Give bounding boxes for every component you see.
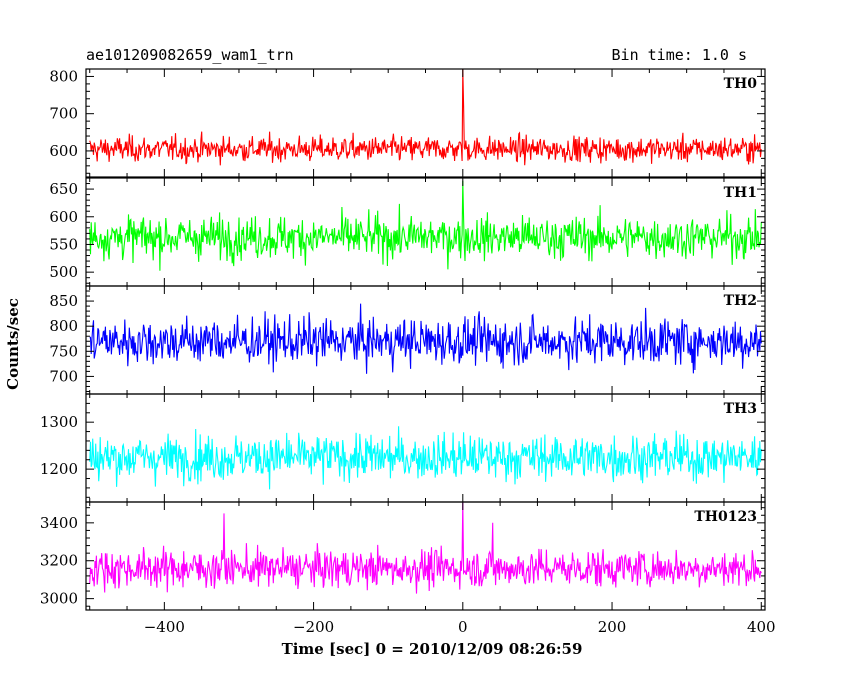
- series-line-th0: [89, 69, 762, 166]
- series-line-th1: [89, 180, 762, 271]
- panel-label-th3: TH3: [724, 401, 757, 417]
- x-tick-label: 200: [598, 618, 627, 636]
- bin-time-label: Bin time: 1.0 s: [612, 46, 747, 64]
- y-tick-label: 1200: [40, 460, 78, 478]
- object-name: ae101209082659_wam1_trn: [86, 46, 294, 64]
- panel-label-th2: TH2: [724, 293, 757, 309]
- panel-frame: [85, 68, 766, 178]
- series-line-th0123: [89, 502, 762, 594]
- x-tick-label: −200: [293, 618, 334, 636]
- y-tick-label: 800: [49, 67, 78, 85]
- y-tick-label: 3200: [40, 552, 78, 570]
- series-line-th2: [89, 303, 762, 374]
- panel-label-th0123: TH0123: [694, 509, 757, 525]
- x-tick-label: 400: [747, 618, 776, 636]
- panel-label-th1: TH1: [724, 185, 757, 201]
- panel-frame: [85, 501, 766, 611]
- y-tick-label: 550: [49, 235, 78, 253]
- x-tick-label: −400: [144, 618, 185, 636]
- panel-th2: 700 750 800 850 TH2: [49, 285, 766, 395]
- panels-group: 600 700 800 TH0 500 550 600 650 TH1 700 750 800 850 T…: [40, 67, 766, 611]
- y-tick-label: 600: [49, 208, 78, 226]
- x-axis: −400 −200 0 200 400: [144, 618, 776, 636]
- y-tick-label: 3400: [40, 514, 78, 532]
- y-tick-label: 700: [49, 367, 78, 385]
- y-tick-label: 600: [49, 142, 78, 160]
- y-tick-label: 1300: [40, 413, 78, 431]
- x-axis-title: Time [sec] 0 = 2010/12/09 08:26:59: [282, 640, 583, 658]
- panel-th1: 500 550 600 650 TH1: [49, 177, 766, 287]
- panel-label-th0: TH0: [724, 76, 758, 92]
- y-tick-label: 750: [49, 342, 78, 360]
- panel-th3: 1200 1300 TH3: [40, 393, 766, 503]
- y-axis-title: Counts/sec: [4, 298, 22, 390]
- y-tick-label: 850: [49, 292, 78, 310]
- y-tick-label: 650: [49, 180, 78, 198]
- y-tick-label: 800: [49, 317, 78, 335]
- y-tick-label: 500: [49, 263, 78, 281]
- y-tick-label: 3000: [40, 590, 78, 608]
- series-line-th3: [89, 426, 762, 490]
- panel-th0123: 3000 3200 3400 TH0123: [40, 501, 766, 611]
- y-tick-label: 700: [49, 105, 78, 123]
- x-tick-label: 0: [458, 618, 468, 636]
- panel-th0: 600 700 800 TH0: [49, 67, 766, 178]
